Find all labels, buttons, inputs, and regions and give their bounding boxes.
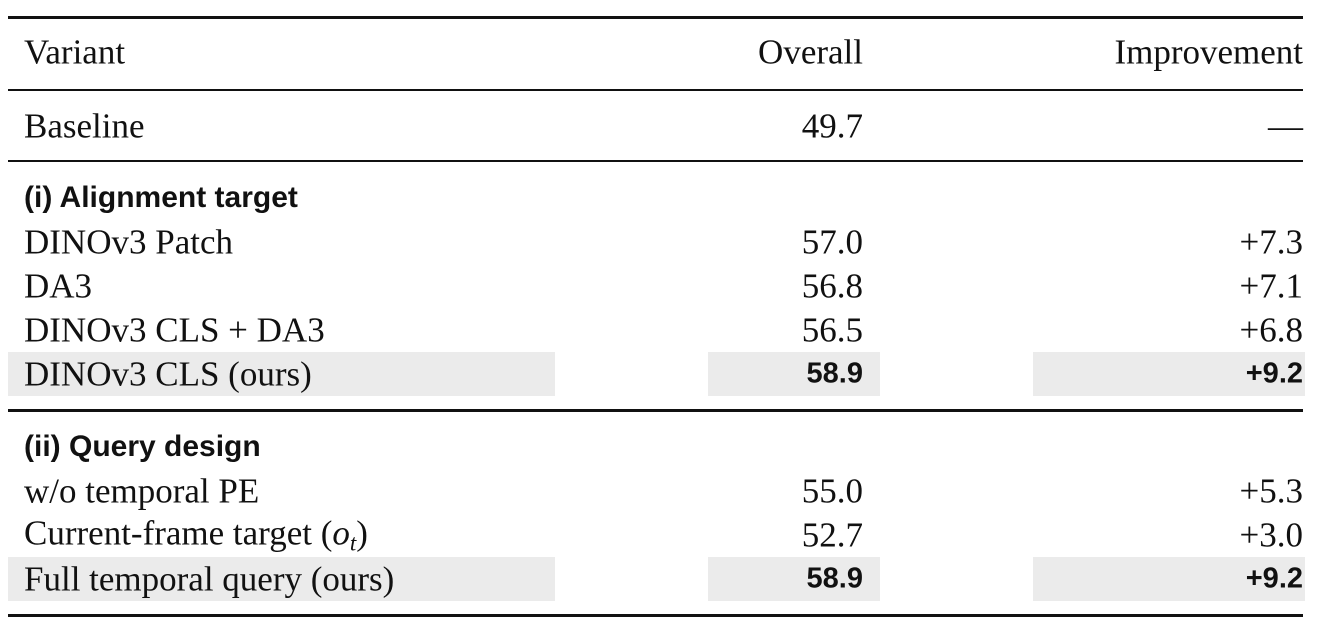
highlight [708, 352, 880, 396]
highlight [8, 557, 555, 601]
rule [8, 408, 1303, 412]
cell: +7.1 [1239, 266, 1304, 306]
cell: 58.9 [806, 562, 863, 595]
cell: Overall [758, 32, 863, 72]
cell: w/o temporal PE [24, 471, 260, 511]
cell: Baseline [24, 106, 145, 146]
rule [8, 15, 1303, 19]
cell-text: Current-frame target ( [24, 513, 333, 553]
highlight [1033, 352, 1305, 396]
cell: — [1268, 106, 1303, 146]
cell: +9.2 [1245, 357, 1303, 390]
math-sub: t [349, 530, 357, 556]
cell: 58.9 [806, 357, 863, 390]
cell: +5.3 [1239, 471, 1304, 511]
cell: 57.0 [801, 222, 863, 262]
highlight [8, 352, 555, 396]
cell: DINOv3 CLS + DA3 [24, 310, 325, 350]
section-title: (ii) Query design [24, 430, 261, 463]
cell: +9.2 [1245, 562, 1303, 595]
cell: 56.5 [801, 310, 863, 350]
cell: DA3 [24, 266, 93, 306]
rule [8, 160, 1303, 162]
cell: Variant [24, 32, 126, 72]
cell: Full temporal query (ours) [24, 559, 395, 599]
cell: DINOv3 Patch [24, 222, 233, 262]
cell: +7.3 [1239, 222, 1304, 262]
cell: +3.0 [1239, 515, 1304, 555]
cell: DINOv3 CLS (ours) [24, 354, 312, 394]
cell-text: ) [356, 513, 368, 553]
cell: 55.0 [801, 471, 863, 511]
highlight [708, 557, 880, 601]
cell: 52.7 [801, 515, 863, 555]
cell: 56.8 [801, 266, 863, 306]
rule [8, 89, 1303, 91]
section-title: (i) Alignment target [24, 181, 298, 214]
cell: 49.7 [801, 106, 863, 146]
cell: Current-frame target (ot) [24, 516, 368, 555]
rule [8, 613, 1303, 617]
cell: +6.8 [1239, 310, 1304, 350]
highlight [1033, 557, 1305, 601]
cell: Improvement [1114, 32, 1303, 72]
math-var: o [332, 513, 350, 553]
